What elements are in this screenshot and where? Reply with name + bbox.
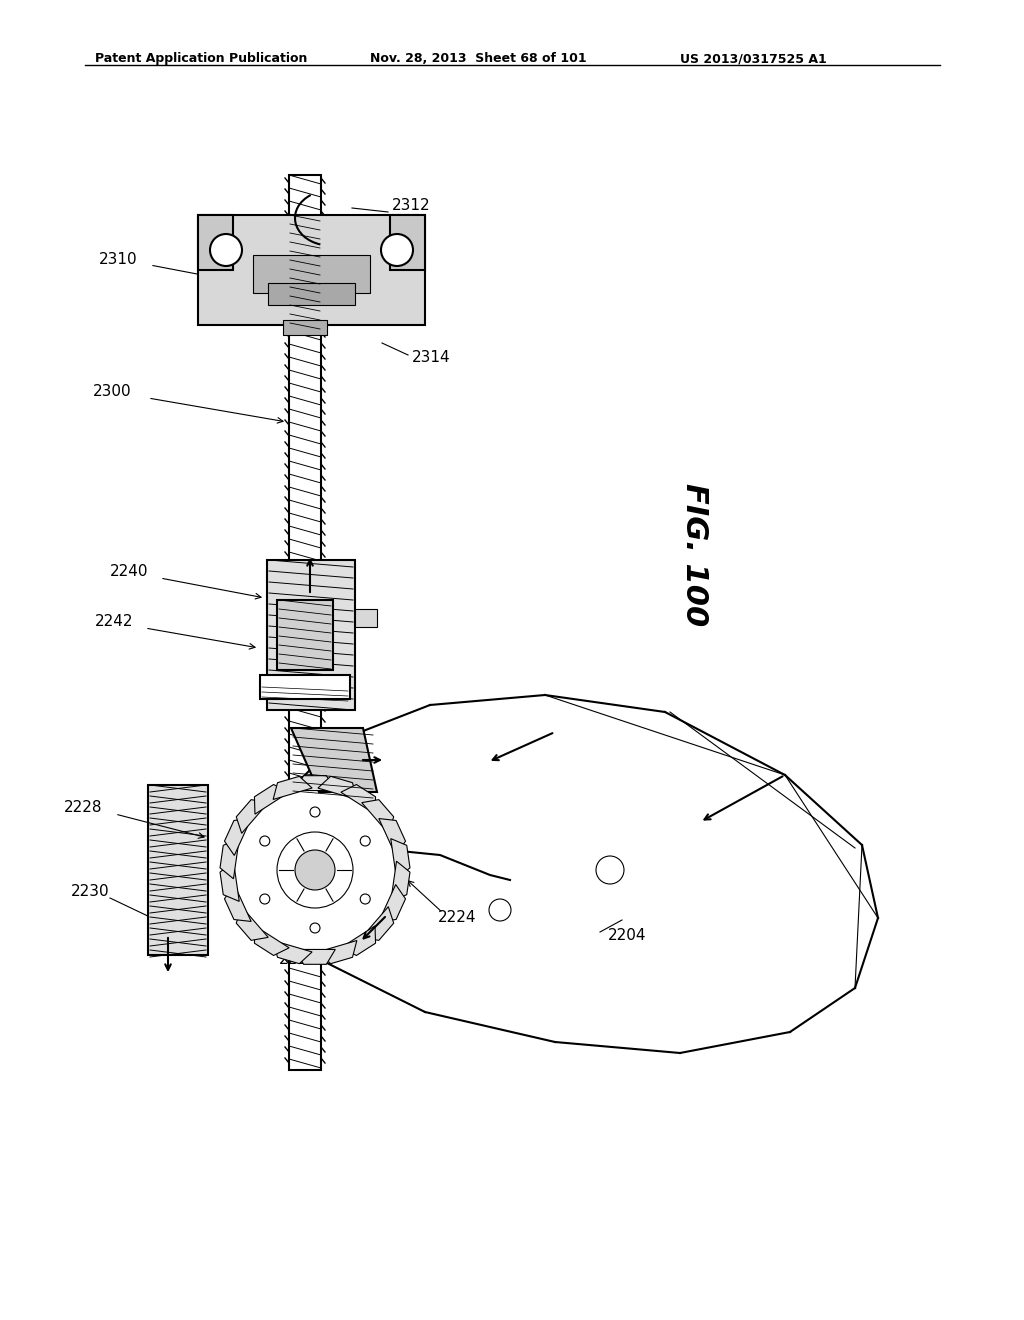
Polygon shape [273,941,312,964]
Circle shape [310,923,319,933]
Polygon shape [224,818,251,855]
Text: Nov. 28, 2013  Sheet 68 of 101: Nov. 28, 2013 Sheet 68 of 101 [370,51,587,65]
Text: FIG. 100: FIG. 100 [681,483,710,627]
Polygon shape [317,941,356,964]
Text: US 2013/0317525 A1: US 2013/0317525 A1 [680,51,826,65]
Text: 2216: 2216 [279,953,317,968]
Circle shape [260,836,269,846]
Polygon shape [237,907,268,940]
Circle shape [360,894,371,904]
Circle shape [278,832,353,908]
Bar [148,785,208,954]
Polygon shape [317,776,356,800]
Text: 2312: 2312 [392,198,431,213]
Circle shape [489,899,511,921]
Bar [355,609,377,627]
Circle shape [295,850,335,890]
Polygon shape [220,861,240,902]
Bar [198,215,233,271]
Circle shape [310,807,319,817]
Bar [260,675,350,700]
Polygon shape [391,861,410,902]
Text: 2242: 2242 [94,615,133,630]
Text: 2230: 2230 [72,884,110,899]
Polygon shape [237,800,268,833]
Polygon shape [254,784,289,814]
Circle shape [260,894,269,904]
Polygon shape [224,884,251,921]
Bar [198,215,425,325]
Circle shape [360,836,371,846]
Polygon shape [254,925,289,956]
Bar [283,319,327,335]
Text: 2224: 2224 [438,911,476,925]
Polygon shape [341,784,376,814]
Polygon shape [379,884,406,921]
Text: 2314: 2314 [412,351,451,366]
Bar [268,282,355,305]
Text: 2300: 2300 [93,384,132,400]
Polygon shape [295,949,335,965]
Circle shape [381,234,413,267]
Circle shape [233,788,397,952]
Text: Patent Application Publication: Patent Application Publication [95,51,307,65]
Text: 2310: 2310 [99,252,138,268]
Polygon shape [361,800,393,833]
Polygon shape [295,776,335,791]
Circle shape [210,234,242,267]
Bar [267,560,355,710]
Polygon shape [220,838,240,879]
Polygon shape [341,925,376,956]
Polygon shape [379,818,406,855]
Bar [289,176,321,1071]
Text: 2240: 2240 [110,565,148,579]
Polygon shape [361,907,393,940]
Polygon shape [391,838,410,879]
Circle shape [596,855,624,884]
Text: 2228: 2228 [63,800,102,816]
Text: 2204: 2204 [608,928,646,942]
Bar [278,601,333,671]
Bar [253,255,370,293]
Bar [390,215,425,271]
Polygon shape [273,776,312,800]
Polygon shape [291,729,377,792]
